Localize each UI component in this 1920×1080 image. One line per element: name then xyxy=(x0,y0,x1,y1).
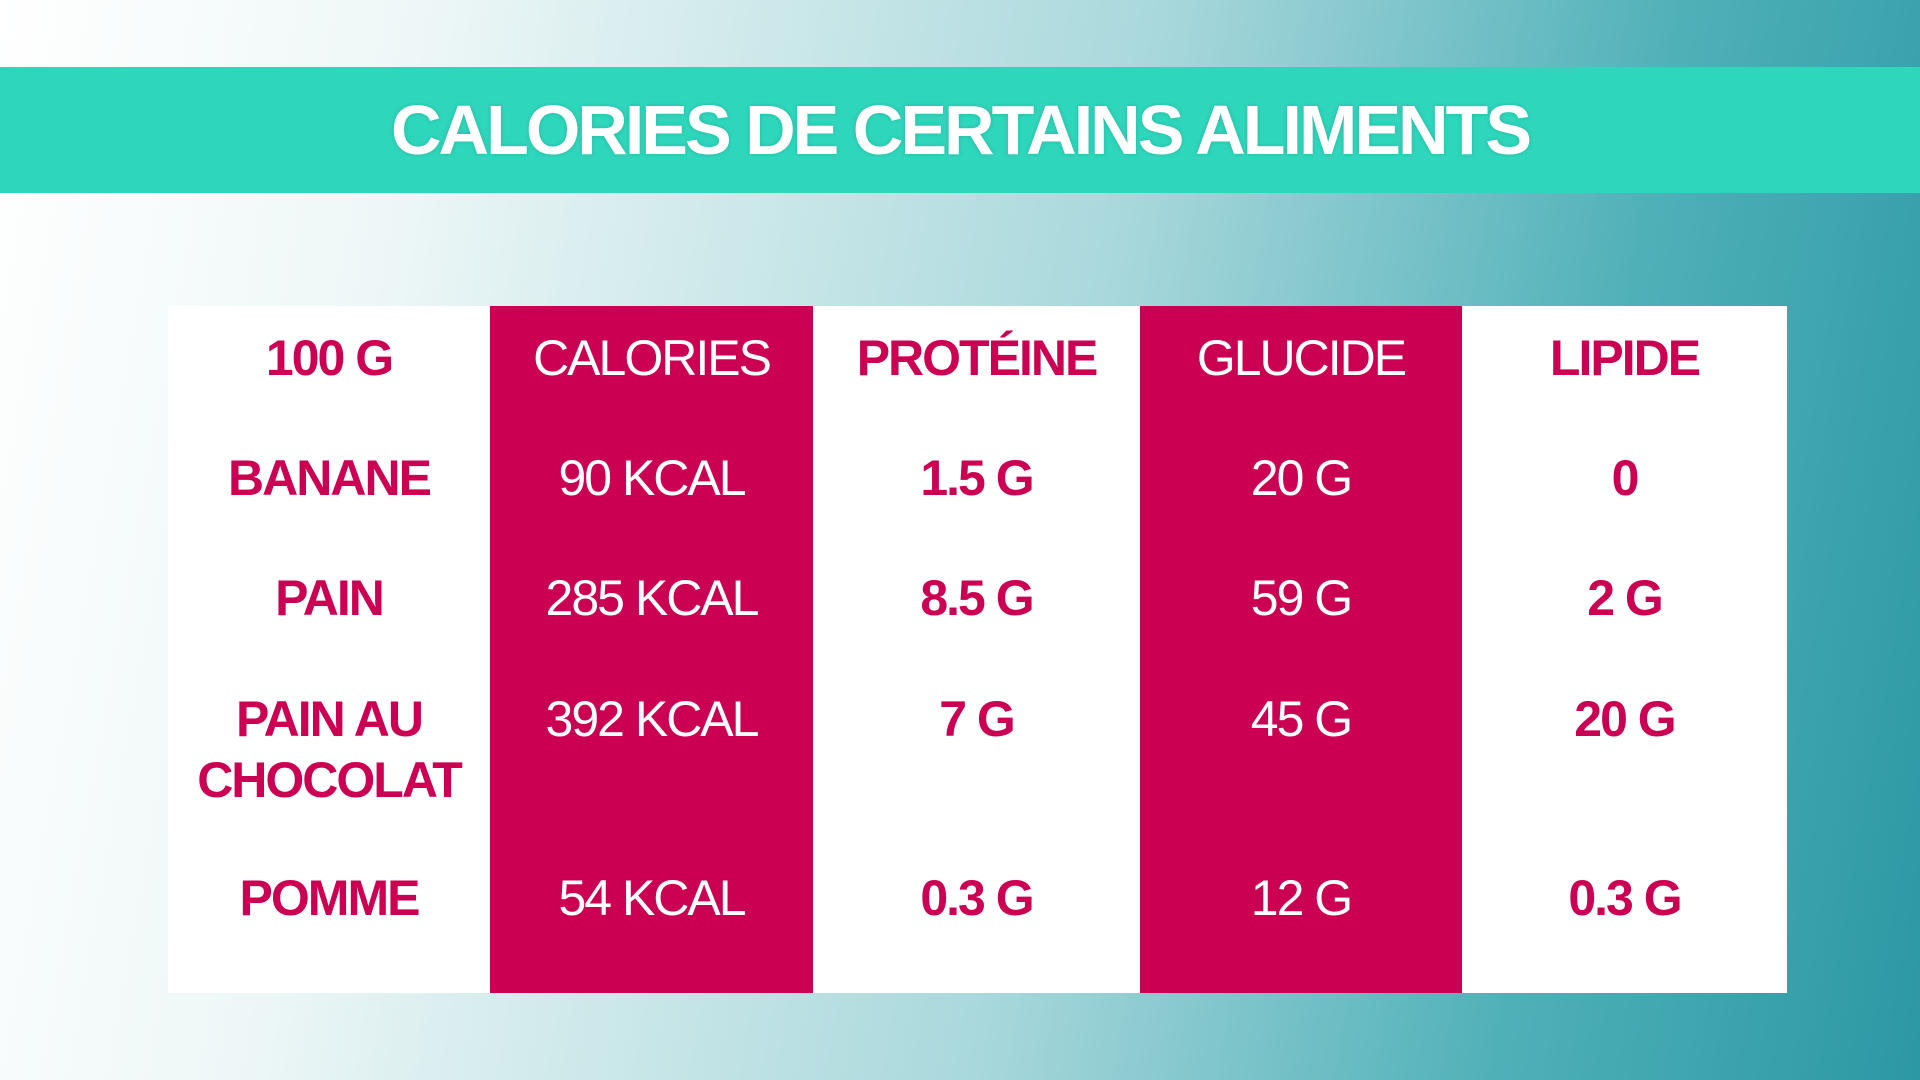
table-cell: 8.5 G xyxy=(920,570,1034,626)
header-cell: 100 G xyxy=(265,330,394,386)
table-cell: 1.5 G xyxy=(920,450,1034,506)
nutrition-table: 100 G CALORIES PROTÉINE GLUCIDE LIPIDE BANANE… xyxy=(168,306,1787,993)
table-cell: PAIN xyxy=(275,570,385,626)
table-cell: 392 KCAL xyxy=(545,691,760,747)
table-cell: 2 G xyxy=(1587,570,1664,626)
table-cell: 7 G xyxy=(939,691,1016,747)
title-banner xyxy=(0,67,1920,193)
table-cell: POMME xyxy=(239,870,421,926)
column-band xyxy=(1140,306,1462,993)
table-cell: 0.3 G xyxy=(920,870,1034,926)
header-cell: GLUCIDE xyxy=(1196,330,1407,386)
table-cell: 59 G xyxy=(1250,570,1353,626)
table-cell: 0 xyxy=(1611,450,1640,506)
table-cell: BANANE xyxy=(228,450,432,506)
table-cell: 54 KCAL xyxy=(558,870,746,926)
table-cell: 20 G xyxy=(1574,691,1676,747)
table-cell: 12 G xyxy=(1250,870,1353,926)
table-cell: 20 G xyxy=(1250,450,1353,506)
table-cell: 0.3 G xyxy=(1568,870,1682,926)
table-cell: 45 G xyxy=(1250,691,1353,747)
table-cell: 285 KCAL xyxy=(545,570,760,626)
header-cell: LIPIDE xyxy=(1549,330,1701,386)
table-cell: PAIN AU CHOCOLAT xyxy=(197,691,463,808)
table-cell: 90 KCAL xyxy=(558,450,746,506)
header-cell: CALORIES xyxy=(533,330,772,386)
column-band xyxy=(490,306,813,993)
title: CALORIES DE CERTAINS ALIMENTS xyxy=(390,91,1532,169)
header-cell: PROTÉINE xyxy=(856,330,1099,386)
